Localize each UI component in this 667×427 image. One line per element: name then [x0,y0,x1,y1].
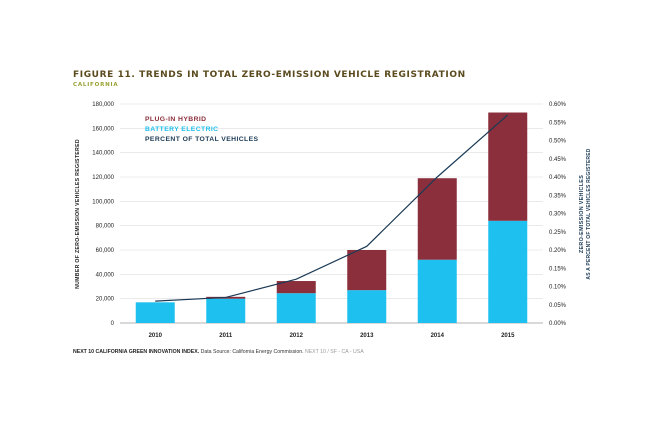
x-tick-label: 2011 [219,333,233,339]
y-tick-label: 140,000 [92,151,114,157]
chart-subtitle: CALIFORNIA [73,82,119,88]
y2-tick-label: 0.35% [549,193,567,199]
source-note: NEXT 10 CALIFORNIA GREEN INNOVATION INDE… [73,349,364,355]
y2-tick-label: 0.20% [549,248,567,254]
bar-battery-electric [488,220,528,323]
x-tick-label: 2012 [290,333,304,339]
bar-plug-in-hybrid [276,281,316,294]
y2-axis-title: ZERO-EMISSION VEHICLES [579,175,585,253]
y2-tick-label: 0.05% [549,303,567,309]
bar-plug-in-hybrid [347,250,387,291]
y2-tick-label: 0.55% [549,120,567,126]
y2-tick-label: 0.15% [549,266,567,272]
y-tick-label: 180,000 [92,102,114,108]
bar-plug-in-hybrid [417,178,457,260]
y2-tick-label: 0.25% [549,230,567,236]
chart-title: FIGURE 11. TRENDS IN TOTAL ZERO-EMISSION… [73,70,466,80]
y-tick-label: 160,000 [92,126,114,132]
y2-tick-label: 0.30% [549,212,567,218]
legend-entry: BATTERY ELECTRIC [145,126,219,133]
y-tick-label: 120,000 [92,175,114,181]
bar-battery-electric [347,290,387,323]
y2-tick-label: 0.00% [549,321,567,327]
x-tick-label: 2013 [360,333,374,339]
y-tick-label: 60,000 [96,248,115,254]
source-credit: NEXT 10 / SF - CA - USA [303,349,364,355]
y2-axis-subtitle: AS A PERCENT OF TOTAL VEHICLES REGISTERE… [586,148,592,279]
bar-battery-electric [276,293,316,323]
source-data: Data Source: California Energy Commissio… [199,349,304,355]
y2-tick-label: 0.40% [549,175,567,181]
x-tick-label: 2014 [431,333,445,339]
legend-entry: PERCENT OF TOTAL VEHICLES [145,136,259,143]
bar-battery-electric [206,298,246,323]
y-tick-label: 20,000 [96,297,115,303]
bar-battery-electric [417,259,457,323]
x-tick-label: 2010 [149,333,163,339]
y2-tick-label: 0.60% [549,102,567,108]
y-tick-label: 100,000 [92,199,114,205]
y-axis-title: NUMBER OF ZERO-EMISSION VEHICLES REGISTE… [75,139,81,289]
legend-entry: PLUG-IN HYBRID [145,116,207,123]
bar-plug-in-hybrid [488,112,528,221]
line-percent-of-total-vehicles [155,114,509,302]
y2-tick-label: 0.10% [549,285,567,291]
y2-tick-label: 0.50% [549,139,567,145]
y-tick-label: 0 [111,321,115,327]
y2-tick-label: 0.45% [549,157,567,163]
y-tick-label: 80,000 [96,224,115,230]
x-tick-label: 2015 [501,333,515,339]
bar-battery-electric [135,302,175,323]
y-tick-label: 40,000 [96,272,115,278]
source-org: NEXT 10 CALIFORNIA GREEN INNOVATION INDE… [73,349,200,355]
